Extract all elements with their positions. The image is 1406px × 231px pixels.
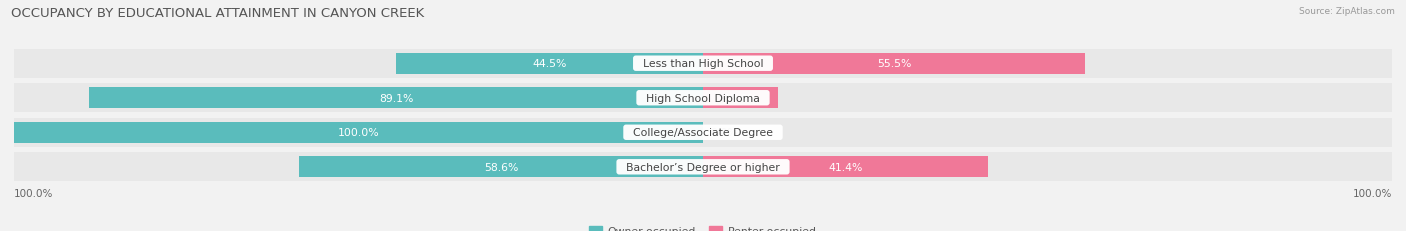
Bar xyxy=(14,122,703,143)
Text: 100.0%: 100.0% xyxy=(337,128,380,138)
Text: 41.4%: 41.4% xyxy=(828,162,863,172)
Text: 55.5%: 55.5% xyxy=(877,59,911,69)
Text: 58.6%: 58.6% xyxy=(484,162,519,172)
Bar xyxy=(299,156,703,178)
Bar xyxy=(703,156,988,178)
Text: 89.1%: 89.1% xyxy=(378,93,413,103)
Bar xyxy=(14,152,1392,182)
Bar xyxy=(14,118,1392,147)
Legend: Owner-occupied, Renter-occupied: Owner-occupied, Renter-occupied xyxy=(585,221,821,231)
Bar xyxy=(89,88,703,109)
Bar xyxy=(14,49,1392,79)
Text: Bachelor’s Degree or higher: Bachelor’s Degree or higher xyxy=(619,162,787,172)
Bar xyxy=(703,88,778,109)
Text: 100.0%: 100.0% xyxy=(1353,188,1392,198)
Text: OCCUPANCY BY EDUCATIONAL ATTAINMENT IN CANYON CREEK: OCCUPANCY BY EDUCATIONAL ATTAINMENT IN C… xyxy=(11,7,425,20)
Bar xyxy=(396,53,703,75)
Text: 100.0%: 100.0% xyxy=(14,188,53,198)
Bar xyxy=(703,53,1085,75)
Bar xyxy=(14,84,1392,113)
Text: 10.9%: 10.9% xyxy=(723,93,758,103)
Text: 44.5%: 44.5% xyxy=(533,59,567,69)
Text: High School Diploma: High School Diploma xyxy=(640,93,766,103)
Text: Source: ZipAtlas.com: Source: ZipAtlas.com xyxy=(1299,7,1395,16)
Text: Less than High School: Less than High School xyxy=(636,59,770,69)
Text: College/Associate Degree: College/Associate Degree xyxy=(626,128,780,138)
Text: 0.0%: 0.0% xyxy=(710,128,738,138)
